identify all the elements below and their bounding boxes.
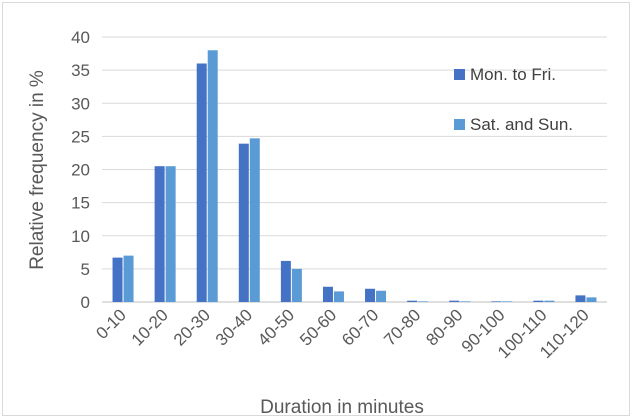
- legend-swatch-weekend: [454, 119, 465, 130]
- bar-weekday-90-100: [491, 301, 502, 302]
- bar-weekend-10-20: [165, 166, 176, 302]
- bar-weekday-70-80: [407, 300, 418, 302]
- bar-weekday-20-30: [196, 63, 207, 302]
- bar-weekend-30-40: [249, 138, 260, 302]
- x-tick-label: 10-20: [128, 305, 172, 349]
- bar-weekday-100-110: [533, 300, 544, 302]
- bar-weekend-0-10: [123, 255, 134, 302]
- x-tick-label: 40-50: [254, 305, 298, 349]
- x-tick-label: 30-40: [212, 305, 256, 349]
- legend-label-weekday: Mon. to Fri.: [470, 65, 556, 84]
- bar-weekend-90-100: [502, 301, 513, 302]
- bars: [112, 50, 597, 302]
- bar-weekend-50-60: [333, 291, 344, 302]
- y-tick-label: 0: [81, 293, 90, 312]
- bar-weekday-60-70: [365, 288, 376, 302]
- x-tick-label: 70-80: [380, 305, 424, 349]
- bar-weekday-0-10: [112, 257, 123, 302]
- y-tick-label: 15: [71, 194, 90, 213]
- x-tick-labels: 0-1010-2020-3030-4040-5050-6060-7070-808…: [92, 305, 592, 362]
- bar-weekend-100-110: [544, 300, 555, 302]
- y-tick-label: 5: [81, 260, 90, 279]
- bar-weekend-60-70: [376, 290, 387, 302]
- y-tick-labels: 0 5 10 15 20 25 30 35 40: [71, 28, 90, 312]
- y-tick-label: 35: [71, 61, 90, 80]
- bar-weekend-110-120: [586, 297, 597, 302]
- bar-weekend-40-50: [291, 268, 302, 302]
- bar-weekday-80-90: [449, 300, 460, 302]
- bar-weekday-50-60: [322, 286, 333, 302]
- bar-weekday-10-20: [154, 166, 165, 302]
- x-tick-label: 60-70: [338, 305, 382, 349]
- bar-weekend-80-90: [460, 301, 471, 302]
- legend: Mon. to Fri. Sat. and Sun.: [454, 65, 573, 134]
- y-tick-label: 20: [71, 161, 90, 180]
- x-tick-label: 50-60: [296, 305, 340, 349]
- bar-weekday-110-120: [575, 295, 586, 302]
- y-tick-label: 30: [71, 94, 90, 113]
- x-tick-label: 0-10: [92, 305, 129, 342]
- y-tick-label: 25: [71, 127, 90, 146]
- x-axis-title: Duration in minutes: [260, 397, 424, 418]
- y-axis-title: Relative frequency in %: [27, 70, 48, 270]
- x-tick-label: 20-30: [170, 305, 214, 349]
- bar-weekend-70-80: [418, 301, 429, 302]
- legend-swatch-weekday: [454, 69, 465, 80]
- bar-weekend-20-30: [207, 50, 218, 302]
- gridlines: [102, 36, 607, 303]
- y-tick-label: 40: [71, 28, 90, 47]
- bar-weekday-30-40: [238, 143, 249, 302]
- bar-weekday-40-50: [280, 260, 291, 302]
- y-tick-label: 10: [71, 227, 90, 246]
- legend-label-weekend: Sat. and Sun.: [470, 115, 573, 134]
